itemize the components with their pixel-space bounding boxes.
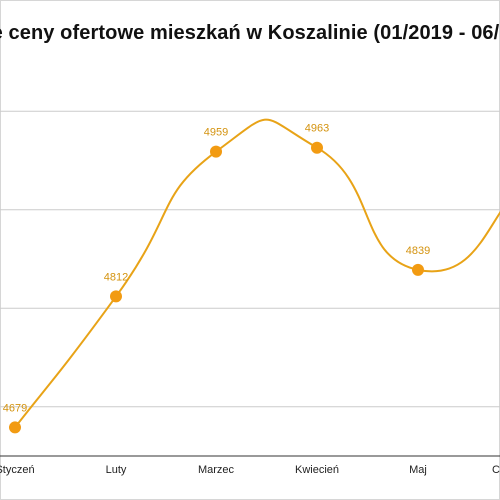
- x-tick-label-0: Styczeń: [0, 464, 35, 476]
- series-line: [14, 118, 500, 429]
- data-point-4[interactable]: [412, 263, 424, 276]
- data-label-3: 4963: [305, 123, 329, 135]
- data-point-1[interactable]: [110, 290, 122, 303]
- x-tick-label-4: Maj: [409, 464, 427, 476]
- data-point-3[interactable]: [311, 141, 323, 154]
- data-point-2[interactable]: [210, 145, 222, 158]
- x-tick-label-3: Kwiecień: [295, 464, 339, 476]
- chart-title: ie ceny ofertowe mieszkań w Koszalinie (…: [0, 22, 500, 44]
- data-label-1: 4812: [104, 271, 128, 283]
- data-label-0: 4679: [3, 402, 27, 414]
- data-label-4: 4839: [406, 245, 430, 257]
- x-tick-label-5: C: [492, 464, 500, 476]
- x-tick-label-2: Marzec: [198, 464, 235, 476]
- data-point-0[interactable]: [9, 421, 21, 434]
- x-tick-label-1: Luty: [106, 464, 127, 476]
- data-label-2: 4959: [204, 127, 228, 139]
